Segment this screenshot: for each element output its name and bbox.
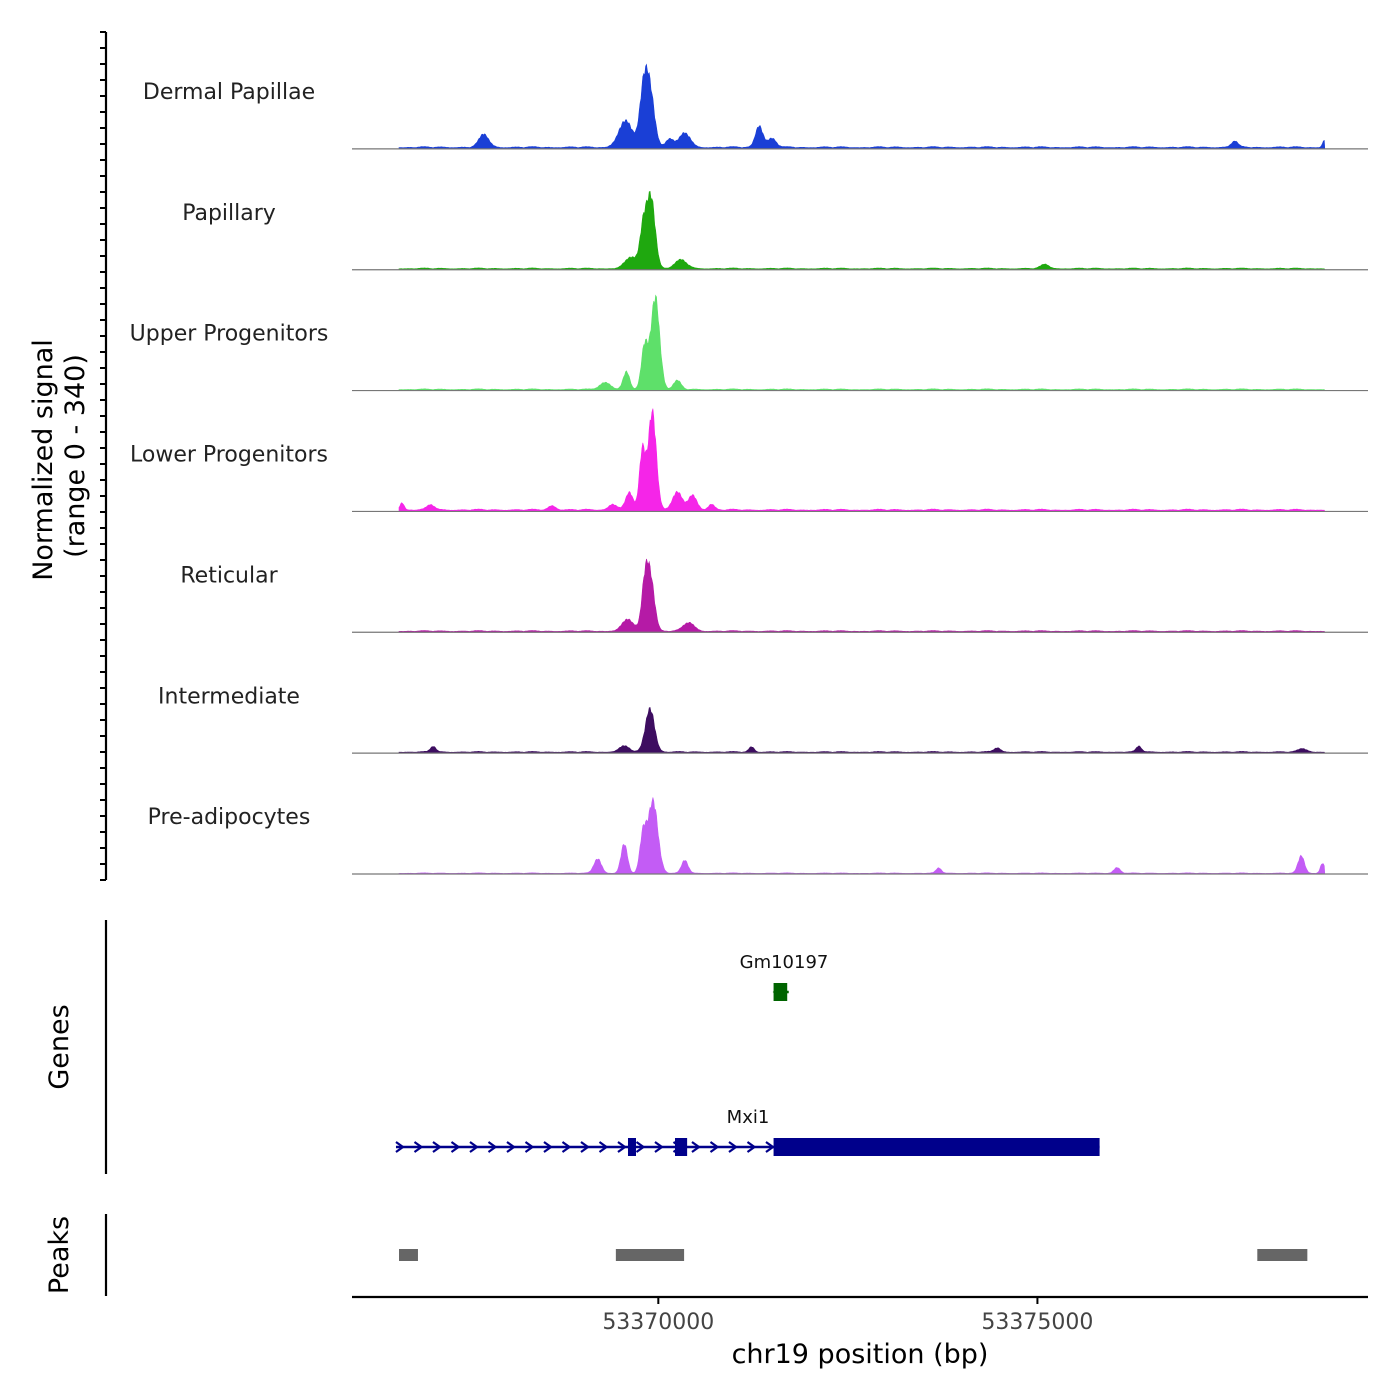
peak-region — [615, 1249, 685, 1261]
strand-arrow — [506, 1141, 516, 1153]
strand-arrow — [580, 1141, 590, 1153]
gene-annotations: Gm10197 Mxi1 — [395, 952, 1100, 1156]
track-intermediate: Intermediate — [158, 684, 1368, 754]
x-axis-ticks: 53370000 53375000 — [602, 1297, 1093, 1335]
gene-exon — [674, 1138, 688, 1156]
track-label: Lower Progenitors — [130, 443, 328, 468]
strand-arrow — [432, 1141, 442, 1153]
strand-arrow — [746, 1141, 757, 1153]
peak-region — [399, 1249, 418, 1261]
genes-y-axis-title: Genes — [44, 1004, 75, 1089]
gene-exon — [627, 1138, 636, 1156]
signal-y-axis-title: Normalized signal — [28, 339, 59, 581]
strand-arrow — [561, 1141, 572, 1153]
strand-arrow — [617, 1141, 627, 1153]
strand-arrow — [469, 1141, 479, 1153]
strand-arrow — [654, 1141, 664, 1153]
peak-region — [1257, 1249, 1308, 1261]
x-axis-title: chr19 position (bp) — [732, 1339, 989, 1370]
gene-exon — [773, 983, 788, 1001]
strand-arrow — [691, 1141, 701, 1153]
strand-arrow — [413, 1141, 424, 1153]
peaks-y-axis-title: Peaks — [44, 1216, 75, 1294]
track-label: Dermal Papillae — [143, 80, 315, 105]
strand-arrow — [450, 1141, 461, 1153]
track-pre-adipocytes: Pre-adipocytes — [148, 797, 1368, 875]
gene-mxi1: Mxi1 — [395, 1107, 1100, 1156]
strand-arrow — [395, 1141, 405, 1153]
coverage-area — [398, 190, 1326, 270]
gene-label: Gm10197 — [740, 952, 829, 973]
track-upper-progenitors: Upper Progenitors — [130, 294, 1368, 392]
coverage-area — [398, 408, 1326, 512]
coverage-area — [398, 797, 1326, 875]
signal-y-axis-range: (range 0 - 340) — [60, 354, 91, 558]
strand-arrow — [524, 1141, 535, 1153]
gene-gm10197: Gm10197 — [740, 952, 829, 1001]
coverage-area — [398, 558, 1326, 633]
strand-arrow — [728, 1141, 738, 1153]
strand-arrow — [709, 1141, 720, 1153]
coverage-area — [398, 63, 1326, 150]
coverage-tracks: Dermal Papillae Papillary Upper Progenitor… — [130, 63, 1368, 875]
x-tick-label: 53375000 — [981, 1310, 1093, 1335]
track-label: Intermediate — [158, 684, 300, 709]
gene-label: Mxi1 — [727, 1107, 770, 1128]
track-reticular: Reticular — [180, 558, 1368, 633]
coverage-area — [398, 707, 1326, 754]
track-label: Upper Progenitors — [130, 322, 329, 347]
track-dermal-papillae: Dermal Papillae — [143, 63, 1368, 150]
strand-arrow — [635, 1141, 646, 1153]
track-papillary: Papillary — [182, 190, 1368, 271]
track-label: Papillary — [182, 201, 276, 226]
strand-arrow — [765, 1141, 775, 1153]
peak-regions — [399, 1249, 1308, 1261]
strand-arrow — [543, 1141, 553, 1153]
track-label: Pre-adipocytes — [148, 805, 311, 830]
strand-arrow — [487, 1141, 498, 1153]
strand-arrow — [598, 1141, 609, 1153]
gene-exon — [773, 1138, 1100, 1156]
coverage-area — [398, 294, 1326, 391]
x-tick-label: 53370000 — [602, 1310, 714, 1335]
signal-y-axis-ticks — [100, 31, 106, 881]
track-lower-progenitors: Lower Progenitors — [130, 408, 1368, 513]
track-label: Reticular — [180, 563, 278, 588]
